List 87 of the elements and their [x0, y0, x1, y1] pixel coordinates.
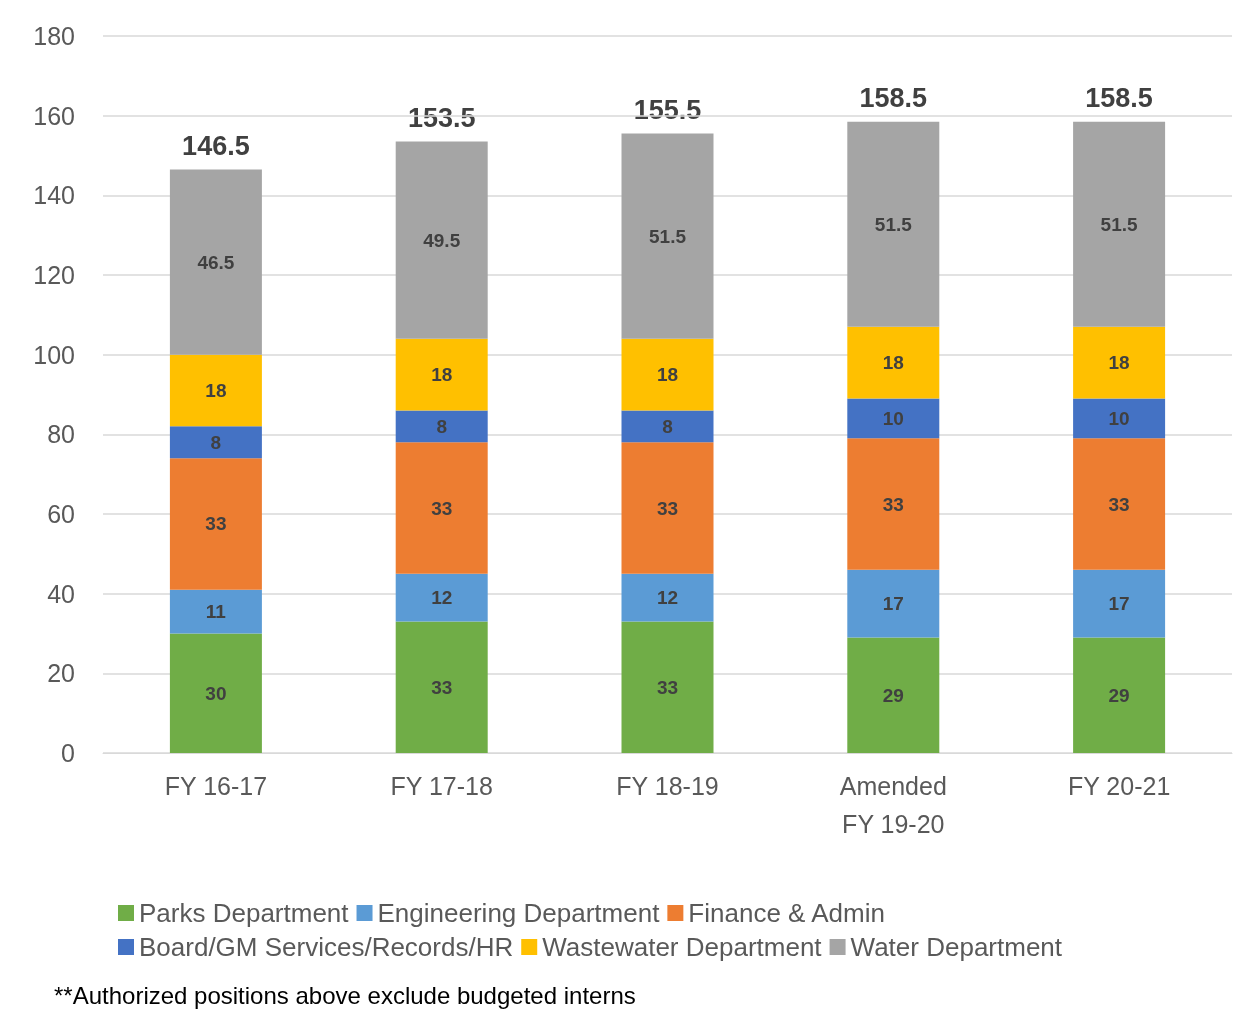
data-label: 17: [1108, 593, 1130, 615]
bar: [169, 426, 262, 459]
y-tick-label: 0: [61, 739, 75, 767]
data-label: 49.5: [423, 229, 461, 251]
data-label: 33: [656, 676, 679, 698]
x-tick-label: FY 18-19: [616, 772, 719, 800]
bar: [169, 169, 262, 355]
data-label: 18: [1108, 352, 1130, 374]
bar: [621, 410, 714, 443]
y-tick-label: 60: [47, 500, 75, 528]
data-label: 29: [882, 684, 904, 706]
bar: [395, 442, 488, 574]
data-label: 10: [882, 407, 904, 429]
bar: [847, 438, 940, 570]
data-label: 51.5: [649, 225, 687, 247]
y-tick-label: 80: [47, 420, 75, 449]
bar: [169, 458, 262, 590]
bar: [847, 398, 940, 439]
data-label: 18: [656, 364, 679, 386]
bar: [847, 569, 940, 638]
data-label: 33: [205, 513, 227, 535]
legend-label: Board/GM Services/Records/HR: [139, 932, 514, 962]
y-tick-label: 40: [47, 579, 75, 608]
data-label: 8: [662, 415, 673, 437]
y-tick-label: 20: [47, 659, 75, 688]
y-tick-label: 120: [33, 261, 75, 289]
bar: [395, 410, 488, 443]
y-tick-label: 100: [33, 340, 75, 369]
bar: [621, 573, 714, 622]
data-label: 29: [1108, 684, 1130, 706]
data-label: 33: [1108, 493, 1130, 515]
text: **Authorized positions above exclude budgeted interns: [54, 981, 636, 1009]
legend-label: Engineering Department: [377, 898, 661, 928]
bar: [169, 633, 262, 753]
data-label: 46.5: [197, 251, 235, 273]
data-label: 12: [431, 587, 453, 609]
bar: [169, 589, 262, 634]
data-label: 51.5: [874, 213, 913, 235]
bar: [1073, 121, 1166, 327]
y-tick-label: 180: [33, 22, 75, 50]
data-label: 33: [882, 493, 904, 515]
total-label: 158.5: [859, 83, 928, 114]
data-label: 51.5: [1100, 213, 1139, 235]
bar: [621, 621, 714, 753]
bar: [1073, 438, 1166, 570]
bar: [621, 442, 714, 574]
x-tick-label: FY 20-21: [1067, 772, 1171, 800]
x-tick-label: FY 17-18: [390, 772, 493, 800]
legend-label: Finance & Admin: [688, 898, 885, 928]
data-label: 30: [205, 682, 227, 704]
legend-label: Water Department: [850, 932, 1063, 962]
bar: [847, 326, 940, 399]
legend-label: Wastewater Department: [542, 932, 823, 962]
total-label: 158.5: [1085, 83, 1153, 114]
data-label: 8: [210, 431, 222, 453]
bar: [621, 133, 714, 339]
bar: [169, 354, 262, 427]
data-label: 12: [656, 587, 679, 609]
data-label: 8: [436, 415, 447, 437]
total-label: 155.5: [633, 95, 702, 126]
data-label: 33: [431, 676, 453, 698]
bar: [847, 637, 940, 753]
data-label: 18: [882, 352, 904, 374]
total-label: 153.5: [407, 103, 476, 134]
data-label: 33: [431, 497, 453, 519]
bar: [847, 121, 940, 327]
bar: [395, 573, 488, 622]
x-tick-label: Amended FY 19-20: [839, 772, 947, 838]
bar: [1073, 637, 1166, 753]
bar: [1073, 569, 1166, 638]
bar: [1073, 398, 1166, 439]
x-tick-label: FY 16-17: [164, 772, 268, 800]
data-label: 33: [656, 497, 679, 519]
bar: [1073, 326, 1166, 399]
bar: [621, 338, 714, 411]
data-label: 18: [205, 380, 227, 402]
total-label: 146.5: [182, 130, 250, 161]
bar: [395, 338, 488, 411]
data-label: 18: [431, 364, 453, 386]
legend-label: Parks Department: [139, 898, 350, 928]
data-label: 11: [205, 601, 227, 623]
y-tick-label: 140: [33, 181, 75, 210]
data-label: 10: [1108, 407, 1130, 429]
data-label: 17: [882, 593, 904, 615]
bar: [395, 141, 488, 339]
bar: [395, 621, 488, 753]
y-tick-label: 160: [33, 101, 75, 130]
